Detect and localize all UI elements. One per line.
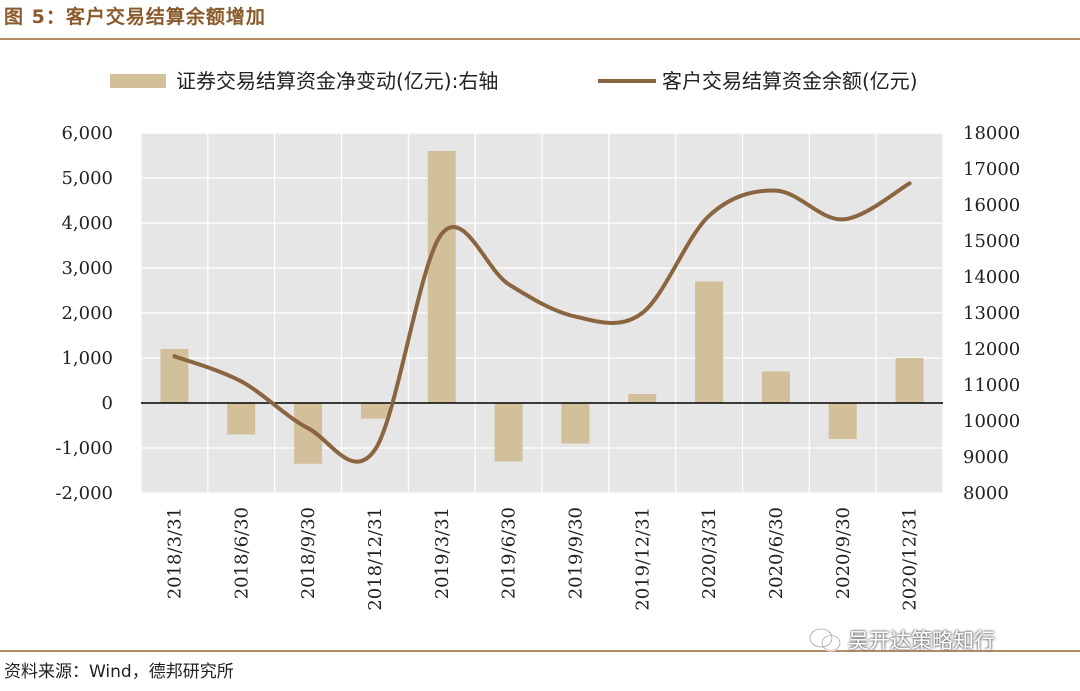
right-axis-tick-label: 9000: [963, 447, 1009, 468]
bar: [227, 403, 256, 435]
right-axis-tick-label: 10000: [963, 411, 1020, 432]
bottom-rule: [0, 650, 1080, 652]
left-axis-tick-label: 4,000: [61, 213, 113, 234]
left-axis-tick-label: 6,000: [61, 123, 113, 144]
left-axis-tick-label: 3,000: [61, 258, 113, 279]
bar: [895, 358, 924, 403]
source-note: 资料来源：Wind，德邦研究所: [4, 662, 234, 682]
x-axis-tick-label: 2020/6/30: [766, 507, 787, 599]
right-axis-tick-label: 11000: [963, 375, 1020, 396]
bar: [761, 371, 790, 403]
legend-bar-label: 证券交易结算资金净变动(亿元):右轴: [176, 69, 498, 93]
watermark-text: 吴开达策略知行: [848, 629, 995, 653]
left-axis-tick-label: 2,000: [61, 303, 113, 324]
x-axis-tick-label: 2019/3/31: [432, 507, 453, 599]
right-axis-tick-label: 15000: [963, 231, 1020, 252]
x-axis-tick-label: 2018/12/31: [365, 507, 386, 611]
x-axis: 2018/3/31 2018/6/30 2018/9/30 2018/12/31 201…: [164, 507, 920, 611]
left-axis-tick-label: 1,000: [61, 348, 113, 369]
right-axis-tick-label: 8000: [963, 483, 1009, 504]
x-axis-tick-label: 2018/9/30: [298, 507, 319, 599]
bar: [360, 403, 389, 419]
legend-bar-swatch: [110, 74, 166, 88]
bar: [695, 281, 724, 403]
right-axis: 8000 9000 10000 11000 12000 13000 14000 15000 16…: [963, 123, 1020, 504]
x-axis-tick-label: 2019/6/30: [499, 507, 520, 599]
left-axis: -2,000 -1,000 0 1,000 2,000 3,000 4,000 5,000 6,…: [55, 123, 113, 504]
left-axis-tick-label: -1,000: [55, 438, 113, 459]
legend-line-label: 客户交易结算资金余额(亿元): [662, 69, 918, 93]
x-axis-tick-label: 2018/6/30: [231, 507, 252, 599]
left-axis-tick-label: -2,000: [55, 483, 113, 504]
x-axis-tick-label: 2020/3/31: [699, 507, 720, 599]
right-axis-tick-label: 18000: [963, 123, 1020, 144]
wechat-icon: [808, 627, 842, 652]
chart: 证券交易结算资金净变动(亿元):右轴 客户交易结算资金余额(亿元) -2,000…: [55, 69, 1020, 611]
x-axis-tick-label: 2019/12/31: [632, 507, 653, 611]
left-axis-tick-label: 5,000: [61, 168, 113, 189]
top-rule: [0, 38, 1080, 40]
bar: [828, 403, 857, 439]
right-axis-tick-label: 14000: [963, 267, 1020, 288]
right-axis-tick-label: 12000: [963, 339, 1020, 360]
watermark: 吴开达策略知行: [808, 620, 995, 660]
plot-area: [140, 132, 944, 494]
bar: [427, 151, 456, 403]
bar: [561, 403, 590, 444]
x-axis-tick-label: 2019/9/30: [565, 507, 586, 599]
right-axis-tick-label: 17000: [963, 159, 1020, 180]
x-axis-tick-label: 2020/9/30: [833, 507, 854, 599]
left-axis-tick-label: 0: [102, 393, 113, 414]
figure-title: 图 5：客户交易结算余额增加: [4, 6, 266, 28]
right-axis-tick-label: 16000: [963, 195, 1020, 216]
x-axis-tick-label: 2020/12/31: [900, 507, 921, 611]
x-axis-tick-label: 2018/3/31: [164, 507, 185, 599]
bar: [628, 394, 657, 403]
legend: 证券交易结算资金净变动(亿元):右轴 客户交易结算资金余额(亿元): [110, 69, 918, 93]
bar: [494, 403, 523, 462]
right-axis-tick-label: 13000: [963, 303, 1020, 324]
